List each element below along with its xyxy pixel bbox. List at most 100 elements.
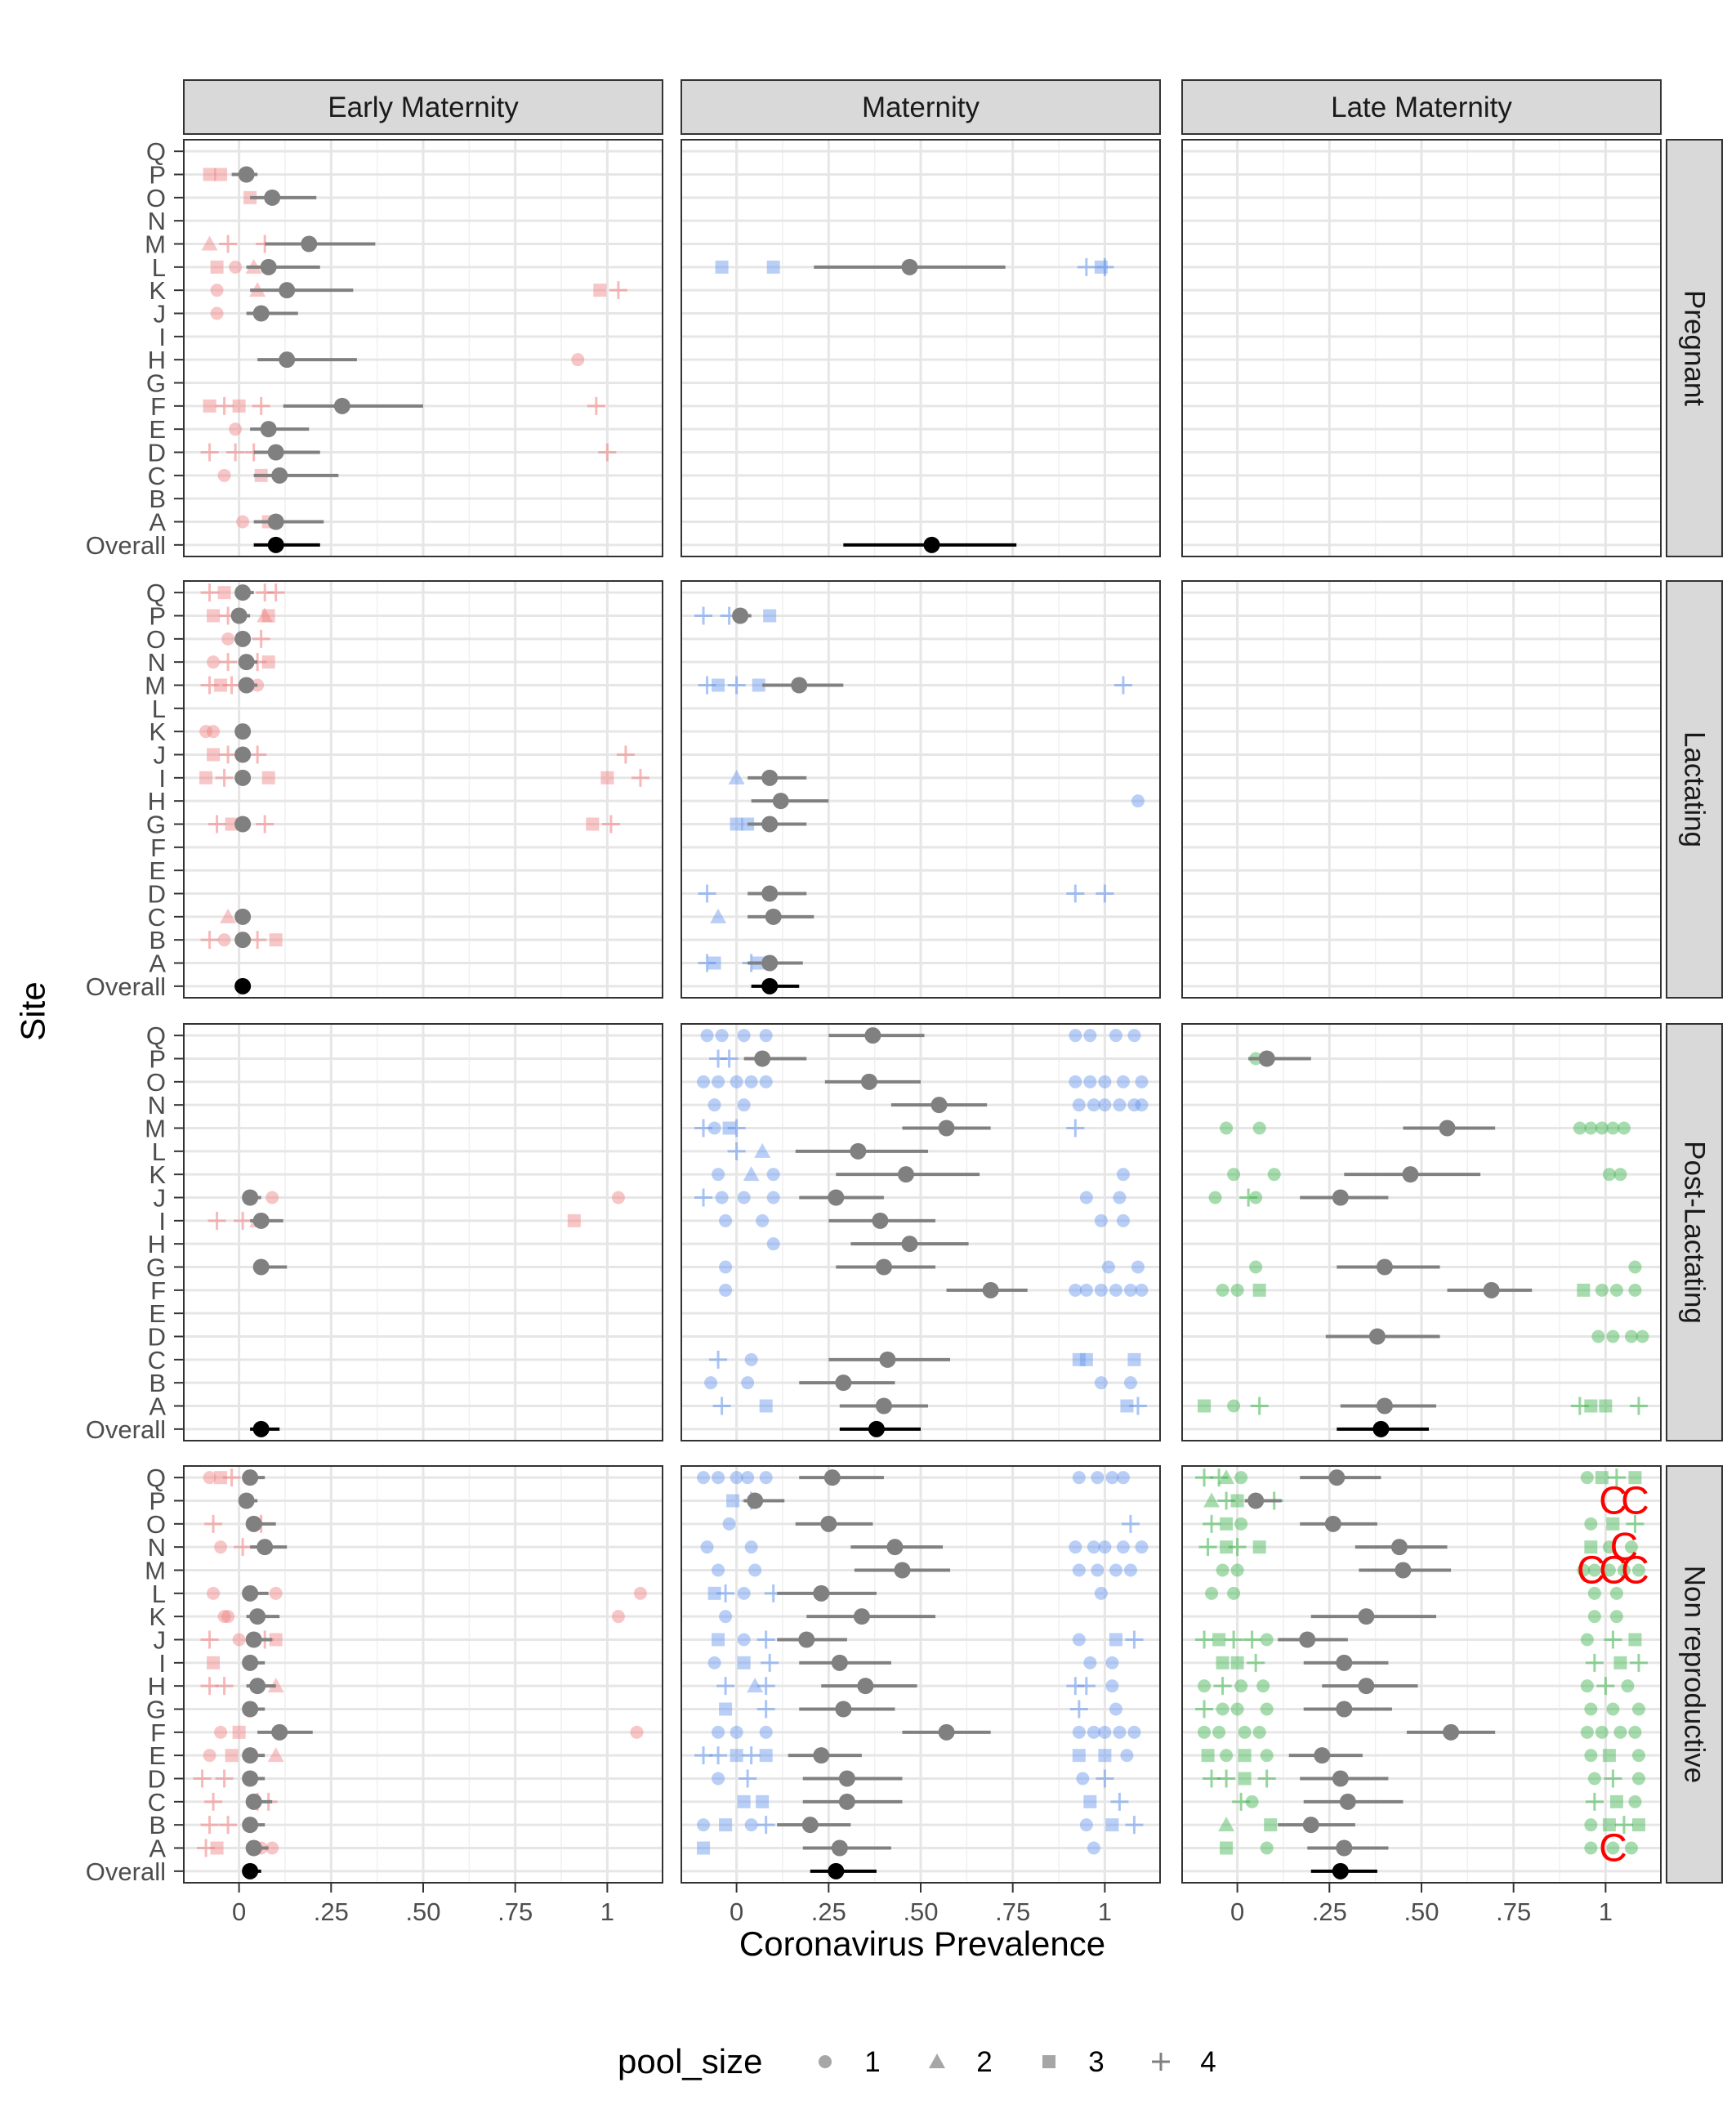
legend: pool_size 1 2 3 4 (618, 2042, 1216, 2081)
observation-point (200, 1630, 219, 1649)
site-estimate (234, 816, 252, 833)
site-estimate (252, 1258, 270, 1276)
observation-point (197, 1839, 216, 1857)
panel-border (183, 1465, 663, 1884)
site-estimate (798, 1631, 815, 1648)
observation-point (261, 771, 275, 784)
site-estimate (1339, 1793, 1356, 1810)
site-estimate (831, 1839, 848, 1857)
observation-point (1243, 1630, 1261, 1649)
row-strip-label-pregnant: Pregnant (1679, 290, 1711, 406)
observation-point (1228, 1538, 1247, 1557)
site-estimate (838, 1793, 855, 1810)
observation-point (1135, 1075, 1149, 1088)
y-tick-label: I (158, 1207, 166, 1236)
observation-point (697, 1841, 711, 1855)
observation-point (267, 1747, 284, 1763)
observation-point (1631, 1818, 1645, 1832)
site-estimate (897, 1166, 914, 1183)
site-estimate (875, 1258, 892, 1276)
y-tick-label: Q (146, 137, 166, 166)
observation-point (727, 676, 746, 695)
observation-point (741, 1376, 755, 1390)
observation-point (200, 1816, 219, 1835)
observation-point (200, 676, 219, 695)
site-estimate (301, 235, 318, 253)
site-estimate (853, 1608, 870, 1625)
site-estimate (754, 1050, 771, 1067)
observation-point (710, 908, 727, 923)
y-tick-label: I (158, 323, 166, 351)
y-tick-label: Overall (86, 1857, 166, 1886)
x-axis-title: Coronavirus Prevalence (739, 1924, 1105, 1963)
observation-point (1072, 1749, 1086, 1763)
observation-point (252, 629, 270, 648)
observation-point (1217, 1491, 1236, 1510)
site-estimate (838, 1770, 855, 1787)
observation-point (1613, 1168, 1627, 1182)
observation-point (587, 396, 605, 415)
site-estimate (850, 1142, 867, 1160)
site-estimate (245, 1839, 262, 1857)
observation-point (709, 1350, 728, 1369)
y-tick-label: A (149, 508, 166, 537)
x-tick-label: 1 (1098, 1897, 1112, 1926)
observation-point (1227, 1168, 1241, 1182)
panel-non-reproductive-early-maternity (193, 1468, 647, 1879)
observation-point (1087, 1540, 1100, 1554)
site-estimate (238, 677, 255, 694)
observation-point (1628, 1471, 1642, 1485)
observation-point (203, 168, 216, 181)
observation-point (707, 1098, 721, 1112)
row-strip-label-non-reproductive: Non reproductive (1679, 1566, 1711, 1784)
observation-point (248, 745, 267, 764)
observation-point (1123, 1563, 1137, 1577)
observation-point (1201, 1749, 1215, 1763)
panel-lactating-early-maternity (199, 583, 649, 994)
observation-point (210, 306, 224, 320)
observation-point (1135, 1540, 1149, 1554)
observation-point (199, 771, 213, 784)
site-estimate (252, 305, 270, 322)
observation-point (748, 1563, 762, 1577)
site-estimate (242, 1817, 259, 1834)
observation-point (1596, 1677, 1615, 1696)
site-estimate (1439, 1120, 1456, 1137)
site-estimate (238, 654, 255, 671)
observation-point (217, 468, 231, 482)
observation-point (210, 284, 224, 297)
site-estimate (234, 630, 252, 647)
y-tick-label: P (149, 161, 166, 190)
site-estimate (1336, 1654, 1353, 1671)
observation-point (1125, 1630, 1144, 1649)
observation-point (1234, 1517, 1248, 1531)
observation-point (633, 1586, 647, 1600)
observation-point (571, 353, 585, 367)
observation-point (1573, 1121, 1586, 1135)
observation-point (1218, 1469, 1235, 1485)
observation-point (1631, 1749, 1645, 1763)
y-tick-label: K (149, 1602, 166, 1631)
legend-label: 4 (1200, 2046, 1216, 2078)
site-estimate (1247, 1492, 1265, 1509)
observation-point (1602, 1168, 1616, 1182)
observation-point (598, 443, 617, 462)
observation-point (1198, 1725, 1212, 1739)
observation-point (1631, 1563, 1645, 1577)
x-tick-label: 1 (600, 1897, 614, 1926)
observation-point (1220, 1121, 1234, 1135)
column-strip-label-early-maternity: Early Maternity (328, 92, 519, 123)
y-tick-label: Overall (86, 1415, 166, 1444)
annotation-label: C (1577, 1549, 1605, 1593)
site-estimate (1395, 1562, 1412, 1579)
observation-point (719, 1818, 733, 1832)
observation-point (204, 1514, 223, 1533)
observation-point (1216, 1283, 1229, 1297)
observation-point (1629, 1653, 1648, 1672)
observation-point (712, 1725, 725, 1739)
observation-point (704, 1376, 718, 1390)
observation-point (1076, 1772, 1090, 1786)
observation-point (712, 1563, 725, 1577)
